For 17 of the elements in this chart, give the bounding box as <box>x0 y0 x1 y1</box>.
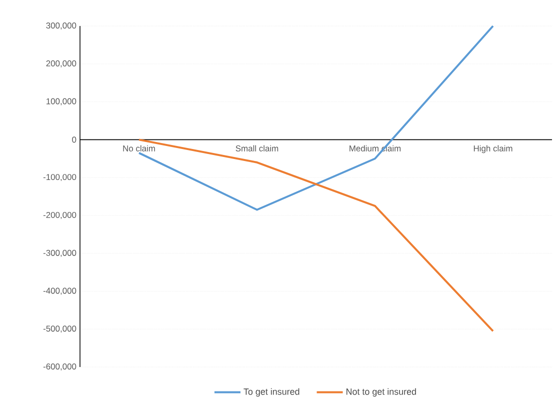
line-series <box>138 25 494 211</box>
x-tick-label: Small claim <box>236 145 278 152</box>
x-tick-label: High claim <box>474 145 512 154</box>
legend-label: To get insured <box>244 388 300 397</box>
line-series <box>138 138 494 332</box>
y-tick-label: -400,000 <box>43 288 76 295</box>
y-tick-label: -300,000 <box>43 250 76 257</box>
y-tick-label: 100,000 <box>46 98 76 106</box>
y-tick-label: -200,000 <box>43 212 76 219</box>
x-tick-label: No claim <box>123 145 155 152</box>
y-tick-label: 200,000 <box>46 60 76 68</box>
y-tick-label: -100,000 <box>43 174 76 182</box>
legend-label: Not to get insured <box>346 388 416 397</box>
y-tick-label: -500,000 <box>43 326 76 333</box>
y-tick-label: -600,000 <box>43 364 76 370</box>
y-tick-label: 300,000 <box>46 22 76 30</box>
y-tick-label: 0 <box>72 136 76 143</box>
